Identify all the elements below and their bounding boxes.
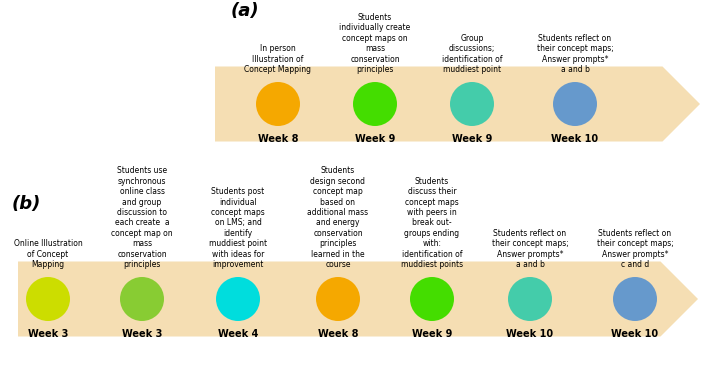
Text: Students post
individual
concept maps
on LMS; and
identify
muddiest point
with i: Students post individual concept maps on… — [209, 187, 267, 269]
Text: Students use
synchronous
online class
and group
discussion to
each create  a
con: Students use synchronous online class an… — [111, 166, 173, 269]
Ellipse shape — [316, 277, 360, 321]
Ellipse shape — [26, 277, 70, 321]
Ellipse shape — [553, 82, 597, 126]
Polygon shape — [215, 67, 700, 142]
Text: Students
design second
concept map
based on
additional mass
and energy
conservat: Students design second concept map based… — [307, 166, 369, 269]
Text: (b): (b) — [12, 195, 41, 213]
Ellipse shape — [613, 277, 657, 321]
Text: Week 4: Week 4 — [218, 329, 258, 339]
Ellipse shape — [353, 82, 397, 126]
Text: Week 10: Week 10 — [612, 329, 658, 339]
Polygon shape — [18, 261, 698, 336]
Ellipse shape — [508, 277, 552, 321]
Text: Week 8: Week 8 — [318, 329, 358, 339]
Text: Week 3: Week 3 — [122, 329, 162, 339]
Text: Students reflect on
their concept maps;
Answer prompts*
a and b: Students reflect on their concept maps; … — [537, 34, 613, 74]
Text: In person
Illustration of
Concept Mapping: In person Illustration of Concept Mappin… — [244, 44, 312, 74]
Text: Week 9: Week 9 — [355, 134, 395, 144]
Text: Week 10: Week 10 — [552, 134, 598, 144]
Text: Students
discuss their
concept maps
with peers in
break out-
groups ending
with:: Students discuss their concept maps with… — [401, 177, 463, 269]
Text: Students reflect on
their concept maps;
Answer prompts*
c and d: Students reflect on their concept maps; … — [597, 229, 673, 269]
Ellipse shape — [256, 82, 300, 126]
Text: Week 10: Week 10 — [506, 329, 554, 339]
Text: Week 9: Week 9 — [412, 329, 452, 339]
Text: Week 8: Week 8 — [258, 134, 298, 144]
Text: Students
individually create
concept maps on
mass
conservation
principles: Students individually create concept map… — [339, 13, 411, 74]
Ellipse shape — [120, 277, 164, 321]
Ellipse shape — [410, 277, 454, 321]
Ellipse shape — [216, 277, 260, 321]
Text: Group
discussions;
identification of
muddiest point: Group discussions; identification of mud… — [442, 34, 502, 74]
Text: Week 3: Week 3 — [28, 329, 68, 339]
Text: (a): (a) — [231, 2, 259, 20]
Text: Students reflect on
their concept maps;
Answer prompts*
a and b: Students reflect on their concept maps; … — [491, 229, 569, 269]
Text: Online Illustration
of Concept
Mapping: Online Illustration of Concept Mapping — [13, 239, 82, 269]
Text: Week 9: Week 9 — [452, 134, 492, 144]
Ellipse shape — [450, 82, 494, 126]
